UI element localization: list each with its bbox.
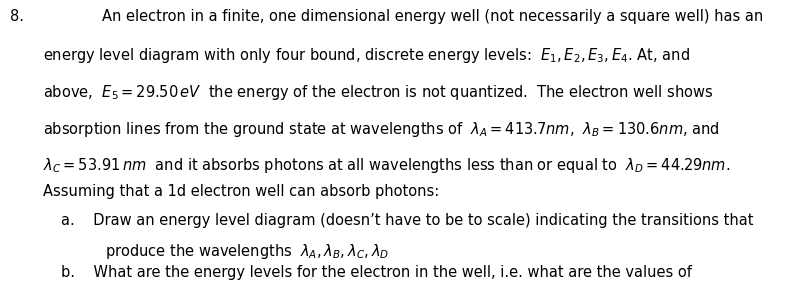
Text: absorption lines from the ground state at wavelengths of  $\lambda_A = 413.7nm$,: absorption lines from the ground state a… <box>43 120 720 139</box>
Text: b.    What are the energy levels for the electron in the well, i.e. what are the: b. What are the energy levels for the el… <box>61 265 693 279</box>
Text: Assuming that a 1d electron well can absorb photons:: Assuming that a 1d electron well can abs… <box>43 184 440 199</box>
Text: An electron in a finite, one dimensional energy well (not necessarily a square w: An electron in a finite, one dimensional… <box>102 9 764 23</box>
Text: $\lambda_C = 53.91\, nm$  and it absorbs photons at all wavelengths less than or: $\lambda_C = 53.91\, nm$ and it absorbs … <box>43 156 730 175</box>
Text: a.    Draw an energy level diagram (doesn’t have to be to scale) indicating the : a. Draw an energy level diagram (doesn’t… <box>61 213 754 228</box>
Text: above,  $E_5 = 29.50\, eV$  the energy of the electron is not quantized.  The el: above, $E_5 = 29.50\, eV$ the energy of … <box>43 83 714 102</box>
Text: produce the wavelengths  $\lambda_A, \lambda_B, \lambda_C, \lambda_D$: produce the wavelengths $\lambda_A, \lam… <box>105 242 389 261</box>
Text: energy level diagram with only four bound, discrete energy levels:  $E_1, E_2, E: energy level diagram with only four boun… <box>43 46 690 65</box>
Text: 8.: 8. <box>10 9 24 23</box>
